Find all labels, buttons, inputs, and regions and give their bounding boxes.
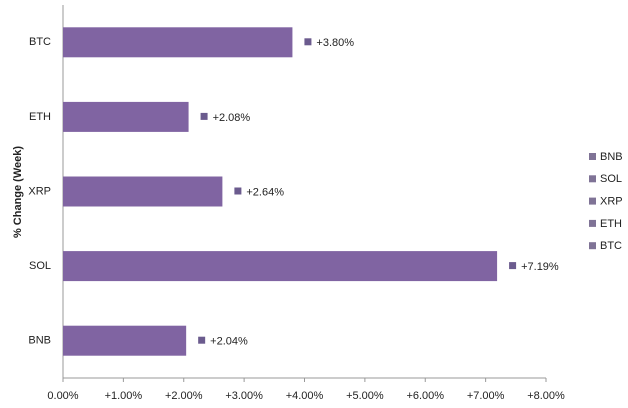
value-marker [198,336,206,344]
legend-swatch [589,153,596,160]
y-tick-label: XRP [28,185,51,197]
x-tick-label: +5.00% [346,390,384,402]
value-marker [200,112,208,120]
y-tick-label: BTC [29,36,51,48]
bar [63,325,187,356]
legend-label: SOL [600,173,622,185]
value-label: +7.19% [521,261,559,273]
value-marker [234,187,242,195]
value-label: +2.04% [210,336,248,348]
value-label: +2.08% [213,112,251,124]
legend-label: BNB [600,151,623,163]
x-tick-label: 0.00% [47,390,78,402]
bar [63,251,498,282]
bar [63,27,293,58]
value-label: +2.64% [246,186,284,198]
x-tick-label: +8.00% [527,390,565,402]
x-tick-label: +7.00% [467,390,505,402]
legend-label: ETH [600,218,622,230]
legend-swatch [589,219,596,227]
y-axis-label: % Change (Week) [12,146,24,238]
value-marker [509,262,517,270]
y-tick-label: SOL [29,260,51,272]
bar [63,101,189,132]
x-tick-label: +6.00% [406,390,444,402]
legend-swatch [589,175,596,183]
x-tick-label: +1.00% [105,390,143,402]
x-tick-label: +3.00% [225,390,263,402]
bar [63,176,223,207]
x-tick-label: +4.00% [286,390,324,402]
legend-label: XRP [600,196,623,208]
y-tick-label: ETH [29,111,51,123]
legend-swatch [589,197,596,205]
legend-label: BTC [600,240,622,252]
y-tick-label: BNB [28,335,51,347]
value-marker [304,38,312,46]
legend-swatch [589,242,596,250]
value-label: +3.80% [316,37,354,49]
x-tick-label: +2.00% [165,390,203,402]
